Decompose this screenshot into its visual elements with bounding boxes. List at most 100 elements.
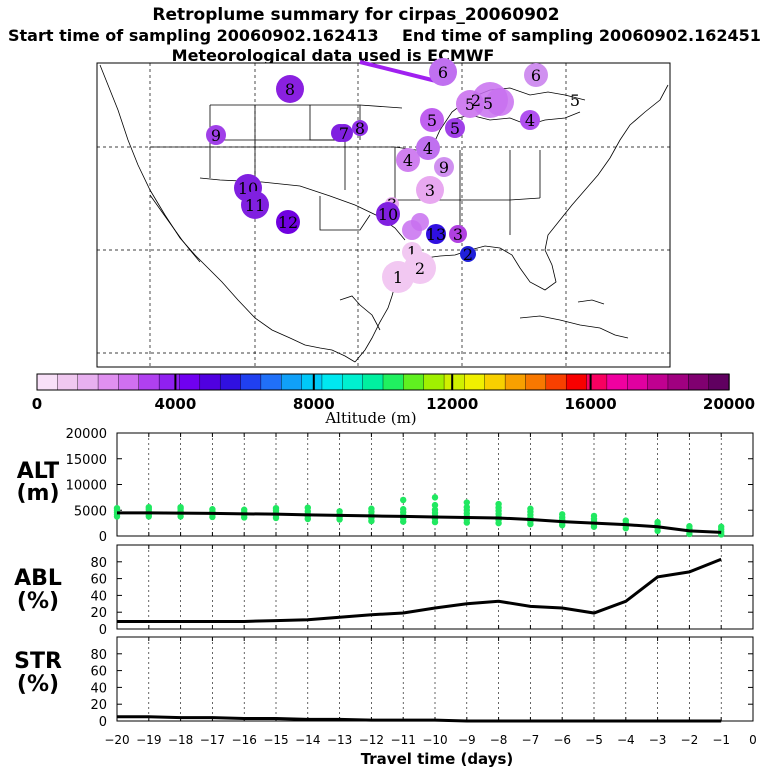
plume-day-label: 3 xyxy=(425,181,435,200)
colorbar-swatch xyxy=(382,373,405,391)
y-tick-label: 0 xyxy=(99,715,107,730)
x-tick-label: −8 xyxy=(490,733,508,747)
scatter-point xyxy=(590,512,598,520)
colorbar-frame xyxy=(36,373,730,391)
x-tick-label: −14 xyxy=(295,733,320,747)
y-tick-label: 40 xyxy=(90,681,107,696)
colorbar-title: Altitude (m) xyxy=(324,409,416,427)
scatter-point xyxy=(431,494,439,501)
abl-panel-units: (%) xyxy=(17,589,59,614)
str-panel-units: (%) xyxy=(17,672,59,697)
x-tick-label: −9 xyxy=(458,733,476,747)
scatter-point xyxy=(209,506,216,513)
plume-blob xyxy=(449,225,467,243)
colorbar-swatch xyxy=(138,373,160,391)
y-tick-label: 0 xyxy=(99,623,107,638)
y-tick-label: 15000 xyxy=(66,453,107,468)
plume-day-label: 1 xyxy=(407,243,417,262)
plume-day-label: 2 xyxy=(471,91,481,110)
map-plume-marker: 13 xyxy=(426,224,446,244)
x-tick-label: −16 xyxy=(232,733,257,747)
x-tick-label: −20 xyxy=(104,733,129,747)
colorbar-swatch xyxy=(219,373,242,391)
str-panel-label: STR xyxy=(14,649,62,674)
plume-blob xyxy=(520,110,540,130)
colorbar-swatch xyxy=(647,373,669,391)
scatter-point xyxy=(463,499,470,506)
plume-day-label: 13 xyxy=(426,225,446,244)
plume-blob xyxy=(445,118,465,138)
plume-blob xyxy=(486,88,514,116)
map-plume-marker: 10 xyxy=(376,202,400,226)
x-tick-label: −10 xyxy=(422,733,447,747)
plume-day-label: 6 xyxy=(438,63,448,82)
plume-day-label: 4 xyxy=(423,139,433,158)
x-axis-title: Travel time (days) xyxy=(361,750,514,768)
series-line xyxy=(117,715,722,723)
scatter-point xyxy=(145,503,152,511)
colorbar-swatch xyxy=(484,373,506,391)
colorbar-swatch xyxy=(565,373,588,391)
plume-blob xyxy=(426,224,446,244)
series-line xyxy=(117,511,722,534)
map-plume-marker: 6 xyxy=(524,63,548,87)
colorbar-tick-label: 12000 xyxy=(426,395,478,413)
colorbar-swatch xyxy=(260,373,282,391)
map-plume-marker: 4 xyxy=(416,136,440,160)
plume-blob xyxy=(276,75,304,103)
altitude-colorbar: 0 4000 8000 12000 16000 20000 xyxy=(32,373,755,413)
plume-day-label: 5 xyxy=(570,91,580,110)
colorbar-swatch xyxy=(179,373,201,391)
map-plume-marker: 4 xyxy=(520,110,540,130)
plume-day-label: 2 xyxy=(415,259,425,278)
plume-track xyxy=(359,60,441,84)
map-plume-marker: 3 xyxy=(449,225,467,244)
y-tick-label: 20 xyxy=(90,698,107,713)
colorbar-tick-label: 16000 xyxy=(565,395,617,413)
scatter-point xyxy=(400,496,407,504)
scatter-point xyxy=(654,518,661,526)
retroplume-map: 1123334445556667889910101112132552 xyxy=(96,58,671,368)
colorbar-swatch xyxy=(708,373,730,391)
plume-day-label: 3 xyxy=(453,225,463,244)
x-tick-label: −18 xyxy=(168,733,193,747)
alt-panel-units: (m) xyxy=(16,481,59,506)
plume-day-label: 9 xyxy=(211,126,221,145)
scatter-point xyxy=(400,506,407,513)
map-markers: 1123334445556667889910101112132552 xyxy=(206,58,580,293)
scatter-point xyxy=(241,506,248,513)
map-plume-marker: 7 xyxy=(335,124,353,143)
colorbar-tick-label: 20000 xyxy=(703,395,755,413)
y-tick-label: 80 xyxy=(90,556,107,571)
colorbar-swatch xyxy=(77,373,99,391)
plume-blob xyxy=(241,191,269,219)
scatter-point xyxy=(304,504,311,511)
x-tick-label: −11 xyxy=(391,733,416,747)
colorbar-swatch xyxy=(362,373,384,391)
colorbar-swatch xyxy=(525,373,547,391)
series-line xyxy=(117,557,722,623)
colorbar-swatch xyxy=(423,373,445,391)
met-data-label: Meteorological data used is ECMWF xyxy=(172,46,495,65)
plume-day-label: 5 xyxy=(427,111,437,130)
plume-blob xyxy=(276,210,300,234)
colorbar-swatch xyxy=(199,373,221,391)
map-plume-marker: 2 xyxy=(404,252,436,284)
plume-day-label: 11 xyxy=(245,196,265,215)
y-tick-label: 10000 xyxy=(66,479,107,494)
figure-title: Retroplume summary for cirpas_20060902 xyxy=(152,5,559,25)
scatter-point xyxy=(272,504,280,512)
plume-blob xyxy=(376,202,400,226)
colorbar-swatch xyxy=(606,373,628,391)
x-tick-label: −19 xyxy=(136,733,161,747)
x-tick-label: −5 xyxy=(585,733,603,747)
x-tick-label: −15 xyxy=(263,733,288,747)
colorbar-swatch xyxy=(688,373,710,391)
plume-day-label: 2 xyxy=(463,245,473,264)
x-tick-label: −17 xyxy=(200,733,225,747)
scatter-point xyxy=(431,501,439,509)
y-tick-label: 80 xyxy=(90,648,107,663)
colorbar-swatch xyxy=(36,373,59,391)
colorbar-tick-label: 0 xyxy=(32,395,42,413)
